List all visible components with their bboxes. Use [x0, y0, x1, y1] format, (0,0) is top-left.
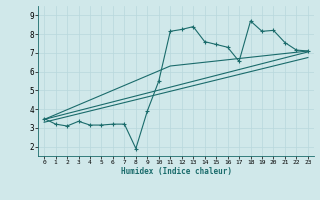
X-axis label: Humidex (Indice chaleur): Humidex (Indice chaleur) [121, 167, 231, 176]
